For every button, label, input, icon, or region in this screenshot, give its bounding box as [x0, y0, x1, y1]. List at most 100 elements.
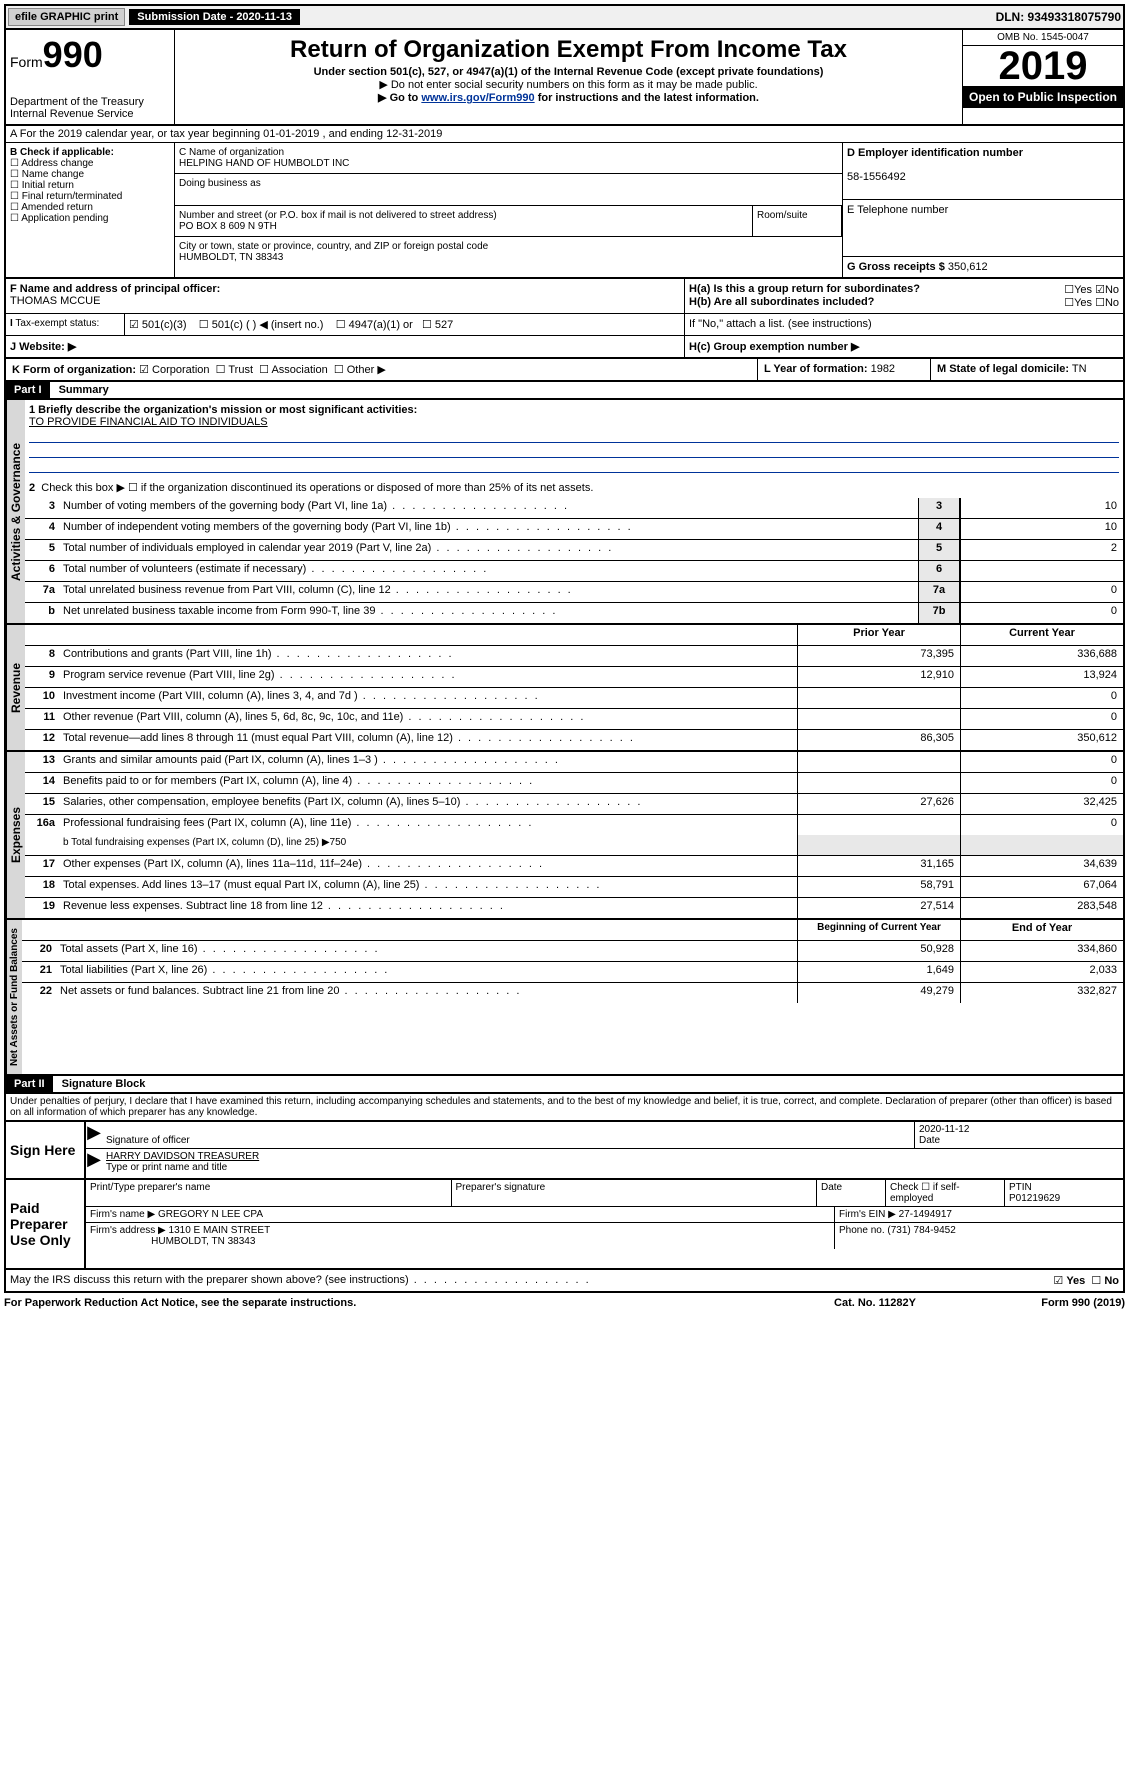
l16b: b Total fundraising expenses (Part IX, c… [61, 835, 797, 855]
table-row: 21Total liabilities (Part X, line 26)1,6… [22, 962, 1123, 983]
opt-other[interactable]: Other ▶ [347, 364, 386, 376]
header-right: OMB No. 1545-0047 2019 Open to Public In… [962, 30, 1123, 124]
table-row: 18Total expenses. Add lines 13–17 (must … [25, 877, 1123, 898]
l2-text: Check this box ▶ ☐ if the organization d… [41, 482, 593, 494]
form-title: Return of Organization Exempt From Incom… [179, 36, 958, 64]
form-label: Form [10, 54, 43, 70]
dba-label: Doing business as [179, 178, 838, 189]
table-row: 22Net assets or fund balances. Subtract … [22, 983, 1123, 1003]
opt-name-change[interactable]: Name change [22, 169, 84, 180]
summary-activities: Activities & Governance 1 Briefly descri… [4, 400, 1125, 625]
table-row: 5Total number of individuals employed in… [25, 540, 1123, 561]
opt-amended[interactable]: Amended return [21, 202, 93, 213]
part1-header: Part I [6, 382, 50, 398]
declaration: Under penalties of perjury, I declare th… [4, 1094, 1125, 1122]
header-left: Form990 Department of the Treasury Inter… [6, 30, 175, 124]
prep-name-label: Print/Type preparer's name [86, 1180, 452, 1206]
note2-pre: ▶ Go to [378, 92, 421, 104]
sign-here-label: Sign Here [6, 1122, 86, 1178]
h-b-note: If "No," attach a list. (see instruction… [689, 318, 1119, 330]
table-row: 6Total number of volunteers (estimate if… [25, 561, 1123, 582]
prep-date-label: Date [817, 1180, 886, 1206]
ptin-val: P01219629 [1009, 1193, 1060, 1204]
org-name: HELPING HAND OF HUMBOLDT INC [179, 158, 838, 169]
opt-app-pending[interactable]: Application pending [21, 213, 108, 224]
section-f-h: F Name and address of principal officer:… [4, 279, 1125, 359]
dln-label: DLN: 93493318075790 [996, 10, 1121, 24]
part2-title: Signature Block [56, 1078, 146, 1090]
col-current-year: Current Year [960, 625, 1123, 645]
opt-assoc[interactable]: Association [271, 364, 327, 376]
opt-corp[interactable]: Corporation [152, 364, 209, 376]
opt-address-change[interactable]: Address change [21, 158, 93, 169]
l-val: 1982 [871, 363, 895, 375]
m-label: M State of legal domicile: [937, 363, 1069, 375]
opt-4947[interactable]: 4947(a)(1) or [349, 319, 413, 331]
l1-value: TO PROVIDE FINANCIAL AID TO INDIVIDUALS [29, 416, 268, 428]
h-c-label: H(c) Group exemption number ▶ [689, 341, 859, 353]
header-mid: Return of Organization Exempt From Incom… [175, 30, 962, 124]
prep-sig-label: Preparer's signature [452, 1180, 818, 1206]
form-header: Form990 Department of the Treasury Inter… [4, 30, 1125, 126]
summary-expenses: Expenses 13Grants and similar amounts pa… [4, 752, 1125, 920]
table-row: 19Revenue less expenses. Subtract line 1… [25, 898, 1123, 918]
firm-phone: (731) 784-9452 [887, 1225, 955, 1236]
table-row: 13Grants and similar amounts paid (Part … [25, 752, 1123, 773]
opt-initial-return[interactable]: Initial return [22, 180, 74, 191]
sig-officer-label: Signature of officer [106, 1135, 190, 1146]
firm-city: HUMBOLDT, TN 38343 [151, 1236, 255, 1247]
part2-header: Part II [6, 1076, 53, 1092]
table-row: 3Number of voting members of the governi… [25, 498, 1123, 519]
yes-label: Yes [1074, 284, 1092, 296]
firm-phone-label: Phone no. [839, 1225, 885, 1236]
discuss-label: May the IRS discuss this return with the… [10, 1274, 1053, 1287]
table-row: 15Salaries, other compensation, employee… [25, 794, 1123, 815]
l1-label: 1 Briefly describe the organization's mi… [29, 404, 417, 416]
name-title-label: Type or print name and title [106, 1162, 227, 1173]
firm-name-label: Firm's name ▶ [90, 1209, 155, 1220]
form-number: 990 [43, 34, 103, 75]
submission-date: Submission Date - 2020-11-13 [129, 9, 300, 25]
col-boy: Beginning of Current Year [797, 920, 960, 940]
ein-label: D Employer identification number [847, 147, 1023, 159]
vtab-net: Net Assets or Fund Balances [6, 920, 22, 1074]
irs-link[interactable]: www.irs.gov/Form990 [421, 92, 534, 104]
opt-501c[interactable]: 501(c) ( ) ◀ (insert no.) [212, 319, 324, 331]
tax-year: 2019 [963, 46, 1123, 86]
opt-501c3[interactable]: 501(c)(3) [142, 319, 187, 331]
paid-preparer-label: Paid Preparer Use Only [6, 1180, 86, 1268]
footer-yes: Yes [1066, 1275, 1085, 1287]
opt-527[interactable]: 527 [435, 319, 453, 331]
open-public-label: Open to Public Inspection [963, 86, 1123, 108]
box-c: C Name of organization HELPING HAND OF H… [175, 143, 843, 277]
firm-addr: 1310 E MAIN STREET [169, 1225, 271, 1236]
table-row: 17Other expenses (Part IX, column (A), l… [25, 856, 1123, 877]
section-a-g: A For the 2019 calendar year, or tax yea… [4, 126, 1125, 279]
table-row: 20Total assets (Part X, line 16)50,92833… [22, 941, 1123, 962]
table-row: 8Contributions and grants (Part VIII, li… [25, 646, 1123, 667]
part1-bar: Part I Summary [4, 382, 1125, 400]
summary-net-assets: Net Assets or Fund Balances Beginning of… [4, 920, 1125, 1076]
table-row: 14Benefits paid to or for members (Part … [25, 773, 1123, 794]
vtab-expenses: Expenses [6, 752, 25, 918]
table-row: 4Number of independent voting members of… [25, 519, 1123, 540]
firm-ein: 27-1494917 [899, 1209, 952, 1220]
cat-label: Cat. No. 11282Y [775, 1297, 975, 1309]
efile-button[interactable]: efile GRAPHIC print [8, 8, 125, 26]
firm-addr-label: Firm's address ▶ [90, 1225, 166, 1236]
ein-value: 58-1556492 [847, 171, 906, 183]
no-label2: No [1105, 297, 1119, 309]
firm-name: GREGORY N LEE CPA [158, 1209, 263, 1220]
vtab-activities: Activities & Governance [6, 400, 25, 623]
officer-name: THOMAS MCCUE [10, 295, 100, 307]
m-val: TN [1072, 363, 1087, 375]
yes-label2: Yes [1074, 297, 1092, 309]
opt-trust[interactable]: Trust [228, 364, 253, 376]
dept-label: Department of the Treasury [10, 96, 170, 108]
note2-post: for instructions and the latest informat… [535, 92, 759, 104]
addr-label: Number and street (or P.O. box if mail i… [179, 210, 748, 221]
phone-label: E Telephone number [847, 204, 948, 216]
opt-final-return[interactable]: Final return/terminated [22, 191, 123, 202]
form-note1: ▶ Do not enter social security numbers o… [179, 78, 958, 91]
ptin-label: PTIN [1009, 1182, 1032, 1193]
